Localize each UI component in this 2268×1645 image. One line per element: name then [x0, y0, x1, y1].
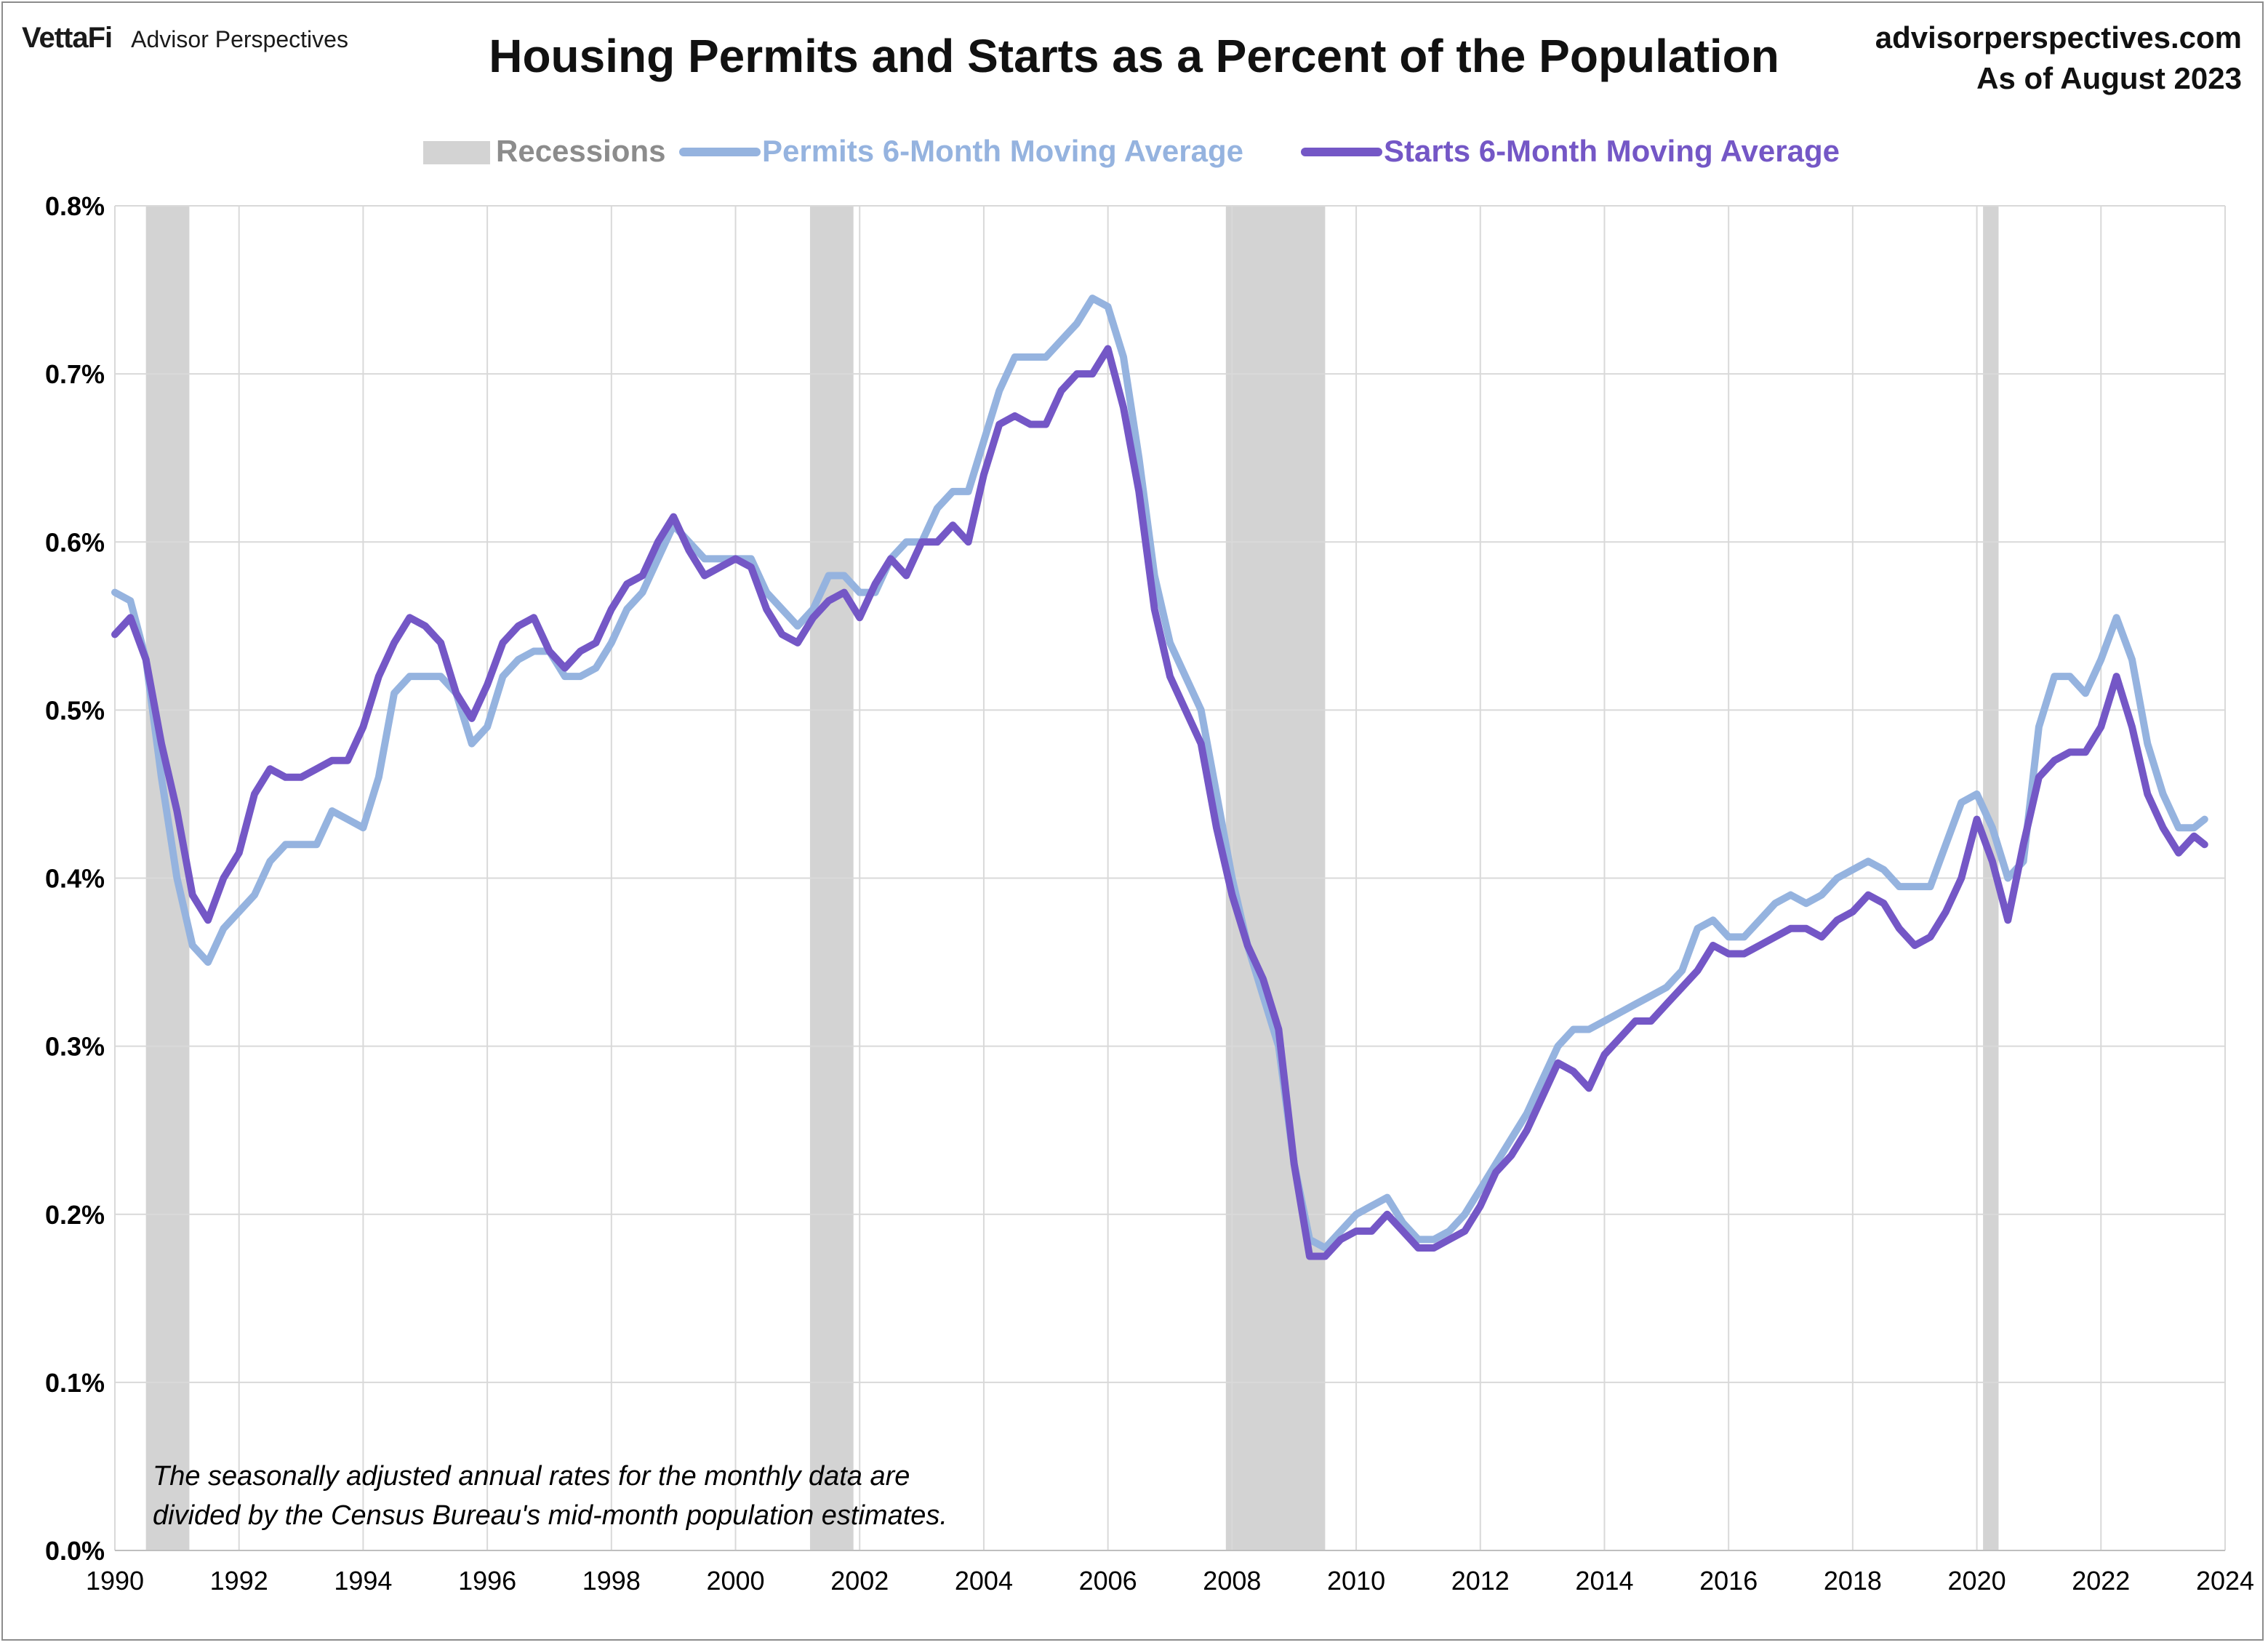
vettafi-logo: VettaFi [22, 22, 113, 54]
y-tick-label: 0.8% [45, 191, 105, 221]
y-tick-label: 0.7% [45, 359, 105, 389]
legend-recessions-swatch [423, 141, 490, 164]
x-tick-label: 1998 [582, 1566, 641, 1596]
y-tick-label: 0.5% [45, 695, 105, 725]
x-tick-label: 2018 [1824, 1566, 1882, 1596]
starts-line [111, 345, 2208, 1260]
series-layer [111, 295, 2208, 1260]
x-tick-label: 2022 [2072, 1566, 2130, 1596]
legend-recessions-label: Recessions [496, 134, 665, 168]
x-tick-label: 1992 [210, 1566, 268, 1596]
x-tick-label: 2010 [1327, 1566, 1385, 1596]
x-tick-label: 2002 [830, 1566, 889, 1596]
y-tick-label: 0.6% [45, 527, 105, 557]
legend-starts-label: Starts 6-Month Moving Average [1384, 134, 1840, 168]
brand-subtitle: Advisor Perspectives [131, 26, 348, 52]
brand-header: VettaFi Advisor Perspectives [22, 22, 348, 55]
chart-title: Housing Permits and Starts as a Percent … [489, 30, 1779, 82]
x-tick-label: 2000 [706, 1566, 764, 1596]
x-tick-label: 2024 [2196, 1566, 2254, 1596]
y-tick-label: 0.4% [45, 864, 105, 894]
x-tick-label: 2008 [1203, 1566, 1261, 1596]
x-tick-label: 2016 [1699, 1566, 1758, 1596]
x-tick-label: 1990 [86, 1566, 144, 1596]
y-tick-label: 0.0% [45, 1536, 105, 1566]
x-tick-label: 2004 [955, 1566, 1013, 1596]
x-tick-label: 1996 [458, 1566, 516, 1596]
y-tick-label: 0.2% [45, 1200, 105, 1230]
y-tick-label: 0.1% [45, 1368, 105, 1398]
permits-line [111, 295, 2208, 1252]
tick-layer: 0.0% 0.1% 0.2% 0.3% 0.4% 0.5% 0.6% 0.7% 0.8% 1990… [45, 191, 2254, 1596]
note-line-1: The seasonally adjusted annual rates for… [153, 1461, 910, 1492]
x-tick-label: 2006 [1079, 1566, 1137, 1596]
x-tick-label: 2020 [1948, 1566, 2006, 1596]
as-of-date: As of August 2023 [1976, 61, 2242, 95]
grid-layer [114, 205, 2226, 1551]
source-block: advisorperspectives.com As of August 202… [1875, 17, 2242, 99]
source-url: advisorperspectives.com [1875, 20, 2242, 55]
chart-note: The seasonally adjusted annual rates for… [153, 1461, 947, 1531]
legend-permits-label: Permits 6-Month Moving Average [762, 134, 1243, 168]
x-tick-label: 1994 [334, 1566, 392, 1596]
note-line-2: divided by the Census Bureau's mid-month… [153, 1500, 947, 1531]
y-tick-label: 0.3% [45, 1032, 105, 1062]
legend: Recessions Permits 6-Month Moving Averag… [423, 134, 1840, 168]
x-tick-label: 2014 [1575, 1566, 1633, 1596]
x-tick-label: 2012 [1451, 1566, 1510, 1596]
